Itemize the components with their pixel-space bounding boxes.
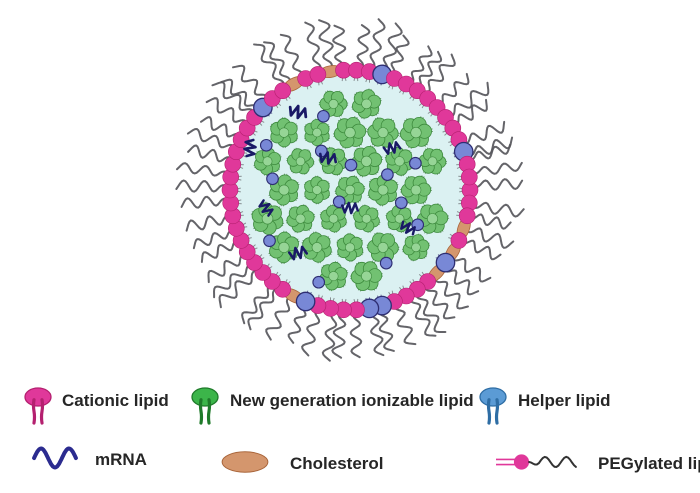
svg-text:mRNA: mRNA xyxy=(95,450,147,469)
svg-text:Helper lipid: Helper lipid xyxy=(518,391,611,410)
svg-text:New generation ionizable lipid: New generation ionizable lipid xyxy=(230,391,474,410)
svg-text:Cholesterol: Cholesterol xyxy=(290,454,384,473)
svg-text:PEGylated lipid: PEGylated lipid xyxy=(598,454,700,473)
svg-text:Cationic lipid: Cationic lipid xyxy=(62,391,169,410)
